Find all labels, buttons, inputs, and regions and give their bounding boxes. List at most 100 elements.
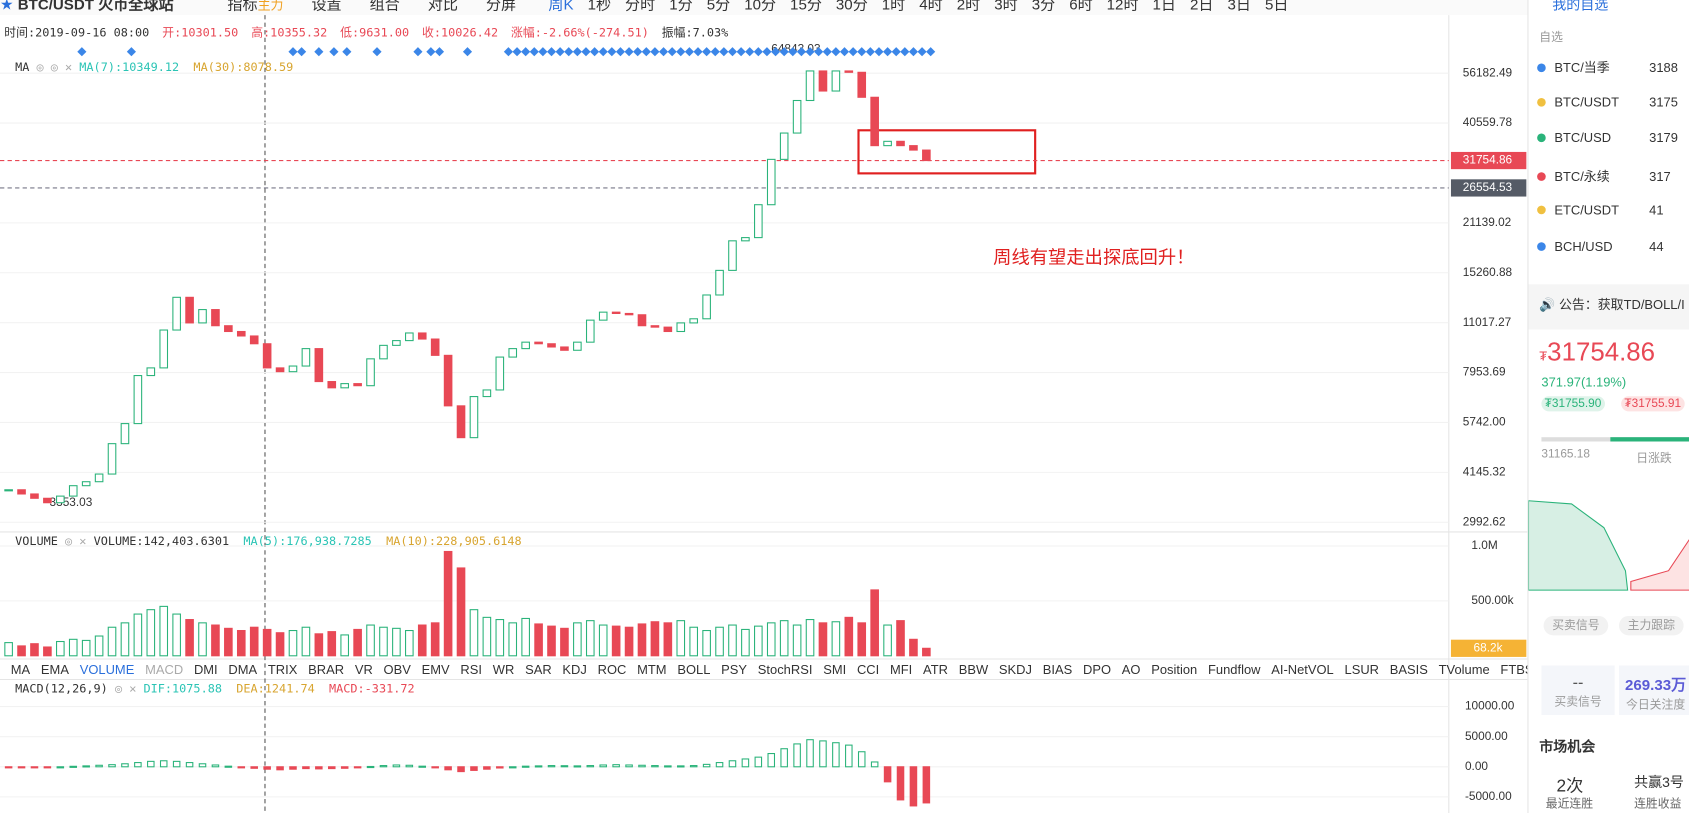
indicator-tab[interactable]: AI-NetVOL bbox=[1271, 662, 1334, 678]
indicator-tab[interactable]: OBV bbox=[383, 662, 411, 678]
indicator-tab[interactable]: SAR bbox=[525, 662, 552, 678]
candle bbox=[624, 312, 634, 316]
signal bbox=[329, 47, 339, 57]
indicator-tab[interactable]: MA bbox=[10, 662, 31, 678]
period[interactable]: 4时 bbox=[919, 0, 943, 13]
period[interactable]: 1分 bbox=[669, 0, 693, 13]
indicator-tab[interactable]: StochRSI bbox=[757, 662, 813, 678]
indicator-tab[interactable]: BIAS bbox=[1042, 662, 1073, 678]
indicator-tab[interactable]: KDJ bbox=[562, 662, 587, 678]
period[interactable]: 10分 bbox=[744, 0, 777, 13]
indicator-tab[interactable]: Position bbox=[1151, 662, 1198, 678]
tab[interactable]: 我的自选 bbox=[1552, 0, 1609, 13]
price-tag bbox=[1450, 179, 1527, 197]
watch-row[interactable]: BCH/USD 44 bbox=[1537, 239, 1689, 254]
candle bbox=[327, 381, 337, 389]
indicator-tab[interactable]: TVolume bbox=[1438, 662, 1490, 678]
indicator-tab[interactable]: PSY bbox=[721, 662, 748, 678]
signal bbox=[590, 47, 600, 57]
macd-bar bbox=[418, 765, 427, 768]
indicator-tab[interactable]: MTM bbox=[637, 662, 667, 678]
period[interactable]: 12时 bbox=[1106, 0, 1139, 13]
tool[interactable]: 设置 bbox=[311, 0, 342, 13]
symbol[interactable]: BTC/USDT 火币全球站 bbox=[17, 0, 174, 13]
volume-legend: VOLUME ◎ ✕ VOLUME:142,403.6301 MA(5):176… bbox=[15, 534, 522, 549]
tool[interactable]: 指标 bbox=[227, 0, 258, 13]
macd-bar bbox=[211, 764, 220, 768]
macd-bar bbox=[43, 766, 52, 769]
volume-bar bbox=[585, 620, 595, 657]
candle bbox=[275, 367, 285, 373]
indicator-tab[interactable]: WR bbox=[492, 662, 515, 678]
tool[interactable]: 组合 bbox=[369, 0, 400, 13]
indicator-tab[interactable]: ATR bbox=[923, 662, 948, 678]
macd-bar bbox=[689, 765, 698, 768]
period[interactable]: 3分 bbox=[1031, 0, 1056, 13]
price-tag bbox=[1450, 151, 1527, 170]
indicator-tab[interactable]: DPO bbox=[1082, 662, 1112, 678]
indicator-tab[interactable]: LSUR bbox=[1344, 662, 1380, 678]
indicator-tab[interactable]: VOLUME bbox=[79, 662, 135, 678]
period[interactable]: 3时 bbox=[994, 0, 1018, 13]
watch-row[interactable]: BTC/当季 3188 bbox=[1537, 58, 1689, 76]
indicator-tab[interactable]: DMI bbox=[193, 662, 218, 678]
indicator-tab[interactable]: Fundflow bbox=[1208, 662, 1261, 678]
period[interactable]: 15分 bbox=[790, 0, 822, 13]
watch-row[interactable]: BTC/USDT 3175 bbox=[1537, 94, 1689, 109]
period[interactable]: 1日 bbox=[1152, 0, 1177, 13]
indicator-tab[interactable]: BBW bbox=[958, 662, 989, 678]
price: 3188 bbox=[1649, 60, 1678, 76]
change: 371.97(1.19%) bbox=[1541, 374, 1627, 390]
indicator-tab[interactable]: BRAR bbox=[308, 662, 345, 678]
candle bbox=[883, 140, 892, 147]
indicator-tab[interactable]: EMV bbox=[421, 662, 450, 678]
period[interactable]: 1秒 bbox=[587, 0, 612, 13]
period[interactable]: 30分 bbox=[835, 0, 868, 13]
indicator-tab[interactable]: VR bbox=[354, 662, 373, 678]
candle bbox=[831, 70, 841, 92]
indicator-tab[interactable]: BASIS bbox=[1389, 662, 1428, 678]
period[interactable]: 5日 bbox=[1264, 0, 1289, 13]
tool[interactable]: 分屏 bbox=[485, 0, 517, 13]
button[interactable]: 买卖信号 bbox=[1543, 615, 1609, 636]
macd-bar bbox=[767, 753, 776, 768]
indicator-tab[interactable]: RSI bbox=[460, 662, 482, 678]
indicator-tab[interactable]: BOLL bbox=[677, 662, 711, 678]
buttons: 买卖信号 主力跟踪 bbox=[1543, 615, 1689, 636]
indicator-tab[interactable]: DMA bbox=[228, 662, 258, 678]
watch-row[interactable]: BTC/永续 317 bbox=[1537, 166, 1689, 184]
indicator-tab[interactable]: AO bbox=[1121, 662, 1141, 678]
candle bbox=[262, 343, 272, 369]
indicator-tab[interactable]: SKDJ bbox=[998, 662, 1032, 678]
indicator-tab[interactable]: CCI bbox=[856, 662, 880, 678]
macd-bar bbox=[651, 765, 659, 768]
watch-row[interactable]: ETC/USDT 41 bbox=[1537, 202, 1689, 218]
period[interactable]: 2日 bbox=[1190, 0, 1214, 13]
period-active[interactable]: 周K bbox=[548, 0, 574, 13]
y-tick-label: 2992.62 bbox=[1463, 514, 1506, 528]
signal bbox=[555, 47, 565, 57]
indicator-tab[interactable]: ROC bbox=[597, 662, 627, 678]
indicator-tab[interactable]: MFI bbox=[889, 662, 913, 678]
indicator-tab[interactable]: MACD bbox=[145, 662, 184, 678]
symbol: BCH/USD bbox=[1554, 238, 1613, 254]
indicator-tab[interactable]: TRIX bbox=[267, 662, 298, 678]
period[interactable]: 6时 bbox=[1069, 0, 1093, 13]
period[interactable]: 5分 bbox=[706, 0, 731, 13]
tool[interactable]: 对比 bbox=[427, 0, 458, 13]
candle bbox=[689, 318, 699, 324]
period[interactable]: 分时 bbox=[625, 0, 656, 13]
indicator-tab[interactable]: EMA bbox=[40, 662, 69, 678]
indicator-tab[interactable]: FTBS bbox=[1500, 662, 1534, 678]
top-bar: ★ BTC/USDT 火币全球站 指标主力 设置 组合 对比 分屏 周K 1秒 分时 1分 5分 10… bbox=[0, 0, 1288, 15]
signal bbox=[762, 47, 772, 57]
indicator-tab[interactable]: SMI bbox=[823, 662, 847, 678]
info-item: 开:10301.50 bbox=[162, 25, 239, 40]
sub-tab[interactable]: 自选 bbox=[1539, 31, 1563, 45]
watch-row[interactable]: BTC/USD 3179 bbox=[1537, 130, 1689, 145]
button[interactable]: 主力跟踪 bbox=[1618, 615, 1684, 636]
icon bbox=[1537, 205, 1546, 215]
period[interactable]: 2时 bbox=[956, 0, 981, 13]
period[interactable]: 1时 bbox=[881, 0, 906, 13]
period[interactable]: 3日 bbox=[1227, 0, 1251, 13]
